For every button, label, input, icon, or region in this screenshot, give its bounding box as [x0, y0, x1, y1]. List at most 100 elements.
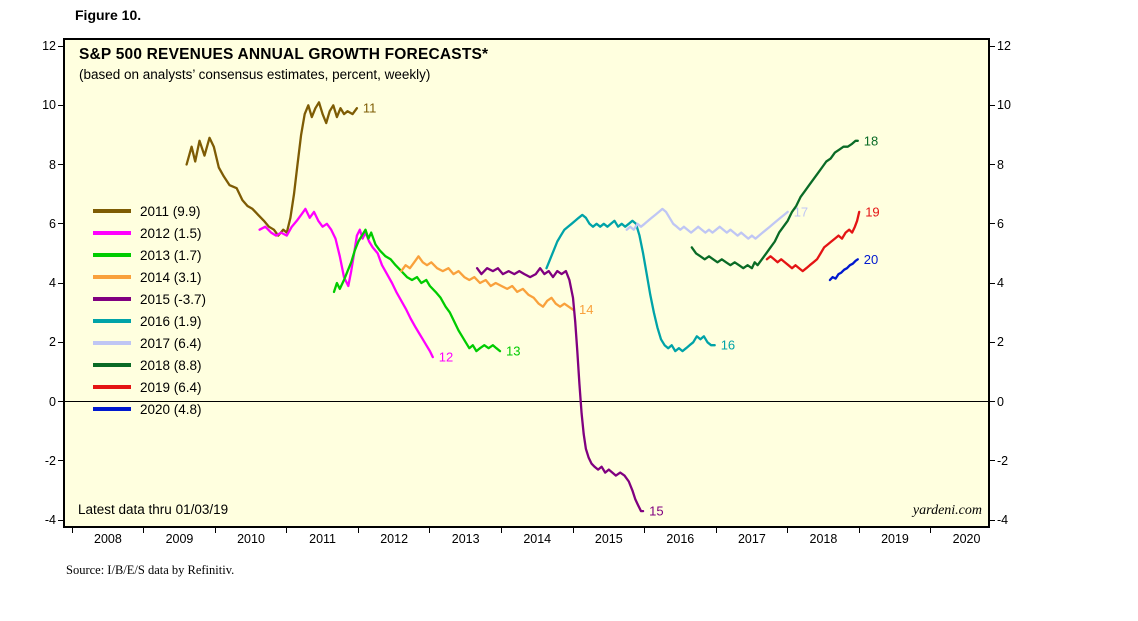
legend-swatch-2016: [93, 319, 131, 323]
y-axis-label-right-8: 8: [997, 157, 1004, 172]
y-axis-label-right-12: 12: [997, 39, 1011, 53]
x-tick-2018: [787, 528, 789, 533]
x-axis-label-2011: 2011: [309, 532, 337, 546]
series-end-label-2016: 16: [721, 338, 735, 353]
y-axis-label-left-12: 12: [42, 39, 56, 53]
figure-label: Figure 10.: [75, 7, 142, 23]
y-axis-label-right--2: -2: [997, 453, 1009, 468]
y-tick-left--4: [58, 519, 63, 521]
series-end-label-2011: 11: [363, 101, 377, 116]
legend-swatch-2020: [93, 407, 131, 411]
x-tick-2014: [500, 528, 502, 533]
x-tick-2019: [858, 528, 860, 533]
source-note: Source: I/B/E/S data by Refinitiv.: [66, 563, 235, 577]
x-axis-label-2017: 2017: [737, 532, 766, 546]
legend-label-2014: 2014 (3.1): [140, 269, 202, 285]
legend-label-2012: 2012 (1.5): [140, 225, 202, 241]
latest-data-note: Latest data thru 01/03/19: [78, 502, 229, 517]
watermark: yardeni.com: [912, 503, 982, 518]
legend-swatch-2015: [93, 297, 131, 301]
series-line-2020: [828, 258, 859, 282]
legend-swatch-2018: [93, 363, 131, 367]
y-tick-right-6: [990, 223, 995, 225]
legend-swatch-2014: [93, 275, 131, 279]
legend-item-2014: 2014 (3.1): [93, 266, 206, 288]
legend-swatch-2012: [93, 231, 131, 235]
series-end-label-2020: 20: [864, 252, 878, 267]
y-tick-right-0: [990, 401, 995, 402]
legend-item-2018: 2018 (8.8): [93, 354, 206, 376]
series-line-2019: [765, 210, 861, 273]
x-axis-label-2010: 2010: [237, 532, 265, 546]
series-end-label-2014: 14: [579, 302, 593, 317]
legend-item-2020: 2020 (4.8): [93, 398, 206, 420]
legend-label-2015: 2015 (-3.7): [140, 291, 207, 307]
y-tick-left-6: [58, 223, 63, 225]
x-tick-2012: [357, 528, 359, 533]
x-tick-2016: [644, 528, 646, 533]
x-axis-label-2014: 2014: [523, 532, 552, 546]
series-line-2013: [332, 228, 502, 353]
legend-item-2012: 2012 (1.5): [93, 222, 206, 244]
chart-title: S&P 500 REVENUES ANNUAL GROWTH FORECASTS…: [79, 46, 489, 63]
x-tick-2011: [286, 528, 288, 533]
series-end-label-2017: 17: [794, 204, 808, 219]
y-axis-label-left-0: 0: [49, 394, 56, 409]
x-tick-2009: [143, 528, 145, 533]
x-axis-label-2013: 2013: [451, 532, 480, 546]
y-axis-label-left--2: -2: [44, 453, 56, 468]
y-tick-right-10: [990, 104, 995, 106]
x-axis-label-2019: 2019: [881, 532, 909, 546]
legend-item-2017: 2017 (6.4): [93, 332, 206, 354]
series-line-2018: [690, 139, 859, 270]
series-end-label-2015: 15: [649, 504, 663, 519]
chart-subtitle: (based on analysts’ consensus estimates,…: [79, 67, 431, 82]
y-tick-right--2: [990, 460, 995, 462]
legend-item-2019: 2019 (6.4): [93, 376, 206, 398]
legend-swatch-2011: [93, 209, 131, 213]
y-tick-left-8: [58, 164, 63, 165]
y-tick-left-4: [58, 282, 63, 284]
legend-swatch-2013: [93, 253, 131, 257]
series-line-2015: [475, 267, 645, 513]
y-tick-right--4: [990, 519, 995, 521]
series-end-label-2013: 13: [506, 344, 520, 359]
legend-label-2016: 2016 (1.9): [140, 313, 202, 329]
y-tick-left--2: [58, 460, 63, 462]
y-axis-label-right-2: 2: [997, 335, 1004, 350]
x-tick-2008: [71, 528, 73, 533]
x-tick-2013: [429, 528, 431, 533]
legend-swatch-2017: [93, 341, 131, 345]
x-axis-label-2015: 2015: [594, 532, 623, 546]
x-tick-2015: [572, 528, 574, 533]
x-axis-label-2020: 2020: [952, 532, 981, 546]
legend-item-2011: 2011 (9.9): [93, 200, 206, 222]
x-tick-2020: [930, 528, 932, 533]
y-axis-label-left-10: 10: [42, 98, 56, 113]
plot-area: 11 12 13 14 15 16 17 18 19 20: [65, 101, 988, 519]
legend-item-2013: 2013 (1.7): [93, 244, 206, 266]
y-axis-label-right-4: 4: [997, 276, 1004, 290]
y-axis-label-left-8: 8: [49, 157, 56, 172]
series-line-2014: [400, 255, 575, 311]
y-tick-left-10: [58, 104, 63, 106]
y-axis-label-right-6: 6: [997, 216, 1004, 231]
legend-swatch-2019: [93, 385, 131, 389]
series-end-label-2019: 19: [865, 204, 879, 219]
x-axis-label-2008: 2008: [94, 532, 122, 546]
y-tick-right-4: [990, 282, 995, 284]
x-axis-label-2016: 2016: [666, 532, 695, 546]
y-tick-right-2: [990, 341, 995, 343]
y-axis-label-left-6: 6: [49, 216, 56, 231]
y-tick-left-0: [58, 401, 63, 402]
y-axis-label-right--4: -4: [997, 513, 1009, 527]
legend-item-2015: 2015 (-3.7): [93, 288, 206, 310]
series-end-label-2018: 18: [864, 133, 878, 148]
x-axis-label-2009: 2009: [165, 532, 194, 546]
legend: 2011 (9.9) 2012 (1.5) 2013 (1.7) 2014 (3.1)…: [93, 200, 206, 420]
legend-label-2013: 2013 (1.7): [140, 247, 202, 263]
legend-label-2017: 2017 (6.4): [140, 335, 202, 351]
y-axis-label-left--4: -4: [44, 513, 56, 527]
series-line-2017: [625, 207, 789, 240]
y-tick-right-12: [990, 45, 995, 47]
